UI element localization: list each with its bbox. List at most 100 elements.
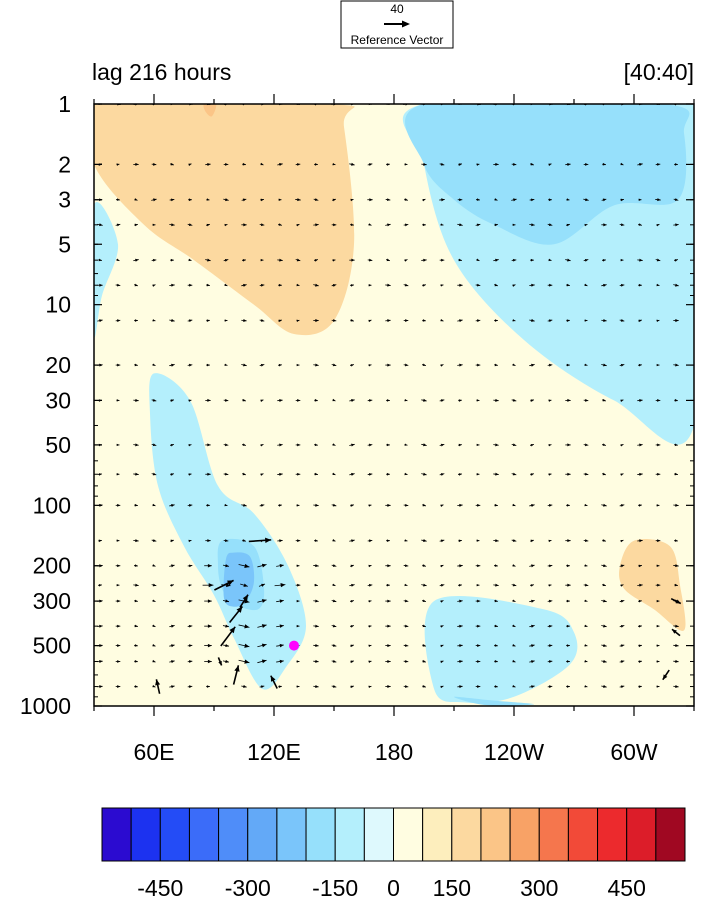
wind-vector <box>583 162 589 166</box>
wind-vector <box>638 363 642 367</box>
wind-vector <box>601 472 607 476</box>
wind-vector <box>511 443 517 447</box>
wind-vector <box>223 258 229 262</box>
wind-vector <box>313 259 319 262</box>
wind-vector <box>187 599 193 603</box>
wind-vector <box>403 319 409 322</box>
wind-vector <box>187 564 193 568</box>
wind-vector <box>368 223 372 226</box>
wind-vector <box>187 223 193 226</box>
y-axis: 1 2 3 5 10 20 30 50 100 200 300 500 1000 <box>20 91 694 719</box>
wind-vector <box>241 472 247 476</box>
wind-vector <box>206 685 210 688</box>
wind-vector <box>421 583 427 587</box>
wind-vector <box>403 564 409 568</box>
wind-vector <box>134 198 138 201</box>
wind-vector <box>295 443 301 447</box>
wind-vector <box>115 599 121 603</box>
wind-vector <box>386 472 390 476</box>
wind-vector <box>529 503 535 507</box>
chart-title-left: lag 216 hours <box>92 59 231 85</box>
wind-vector <box>673 624 679 628</box>
wind-vector <box>98 584 102 587</box>
wind-vector <box>367 583 373 587</box>
wind-vector <box>214 579 234 591</box>
wind-vector <box>241 363 247 367</box>
wind-vector <box>601 318 607 322</box>
wind-vector <box>619 223 625 227</box>
wind-vector <box>241 283 247 287</box>
wind-vector <box>673 259 679 262</box>
wind-vector <box>115 503 121 507</box>
wind-vector <box>674 472 678 476</box>
wind-vector <box>637 163 643 167</box>
wind-vector <box>584 319 588 322</box>
wind-vector <box>440 660 444 664</box>
wind-vector <box>601 684 607 688</box>
wind-vector <box>620 198 624 202</box>
wind-vector <box>155 679 161 694</box>
wind-vector <box>274 582 286 588</box>
wind-vector <box>440 223 444 226</box>
wind-vector <box>223 162 229 166</box>
wind-vector <box>566 363 570 367</box>
wind-vector <box>601 643 607 647</box>
wind-vector <box>259 318 265 322</box>
wind-vector <box>259 685 265 689</box>
wind-vector <box>187 363 193 367</box>
wind-vector <box>276 564 284 568</box>
wind-vector <box>404 583 408 587</box>
wind-vector <box>224 283 228 287</box>
wind-vector <box>133 583 139 587</box>
wind-vector <box>350 284 354 287</box>
wind-vector <box>97 223 103 227</box>
y-tick-label: 2 <box>58 151 71 177</box>
wind-vector <box>296 504 300 507</box>
wind-vector <box>421 443 427 447</box>
wind-vector <box>439 399 445 403</box>
wind-vector <box>493 443 499 447</box>
wind-vector <box>548 163 552 167</box>
wind-vector <box>295 163 301 166</box>
wind-vector <box>331 659 337 663</box>
wind-vector <box>457 503 463 507</box>
wind-vector <box>512 643 516 647</box>
wind-vector <box>97 319 103 323</box>
wind-vector <box>494 564 498 567</box>
wind-vector <box>133 283 139 287</box>
wind-vector <box>566 599 570 603</box>
wind-vector <box>494 198 498 201</box>
wind-vector <box>673 644 679 648</box>
wind-vector <box>440 625 444 628</box>
wind-vector <box>440 364 444 367</box>
wind-vector <box>385 223 391 227</box>
wind-vector <box>457 660 463 664</box>
wind-vector <box>295 198 301 202</box>
wind-vector <box>529 599 535 603</box>
wind-vector <box>169 318 175 322</box>
wind-vector <box>248 537 272 543</box>
wind-vector <box>584 363 588 367</box>
wind-vector <box>204 659 212 664</box>
wind-vector <box>475 685 481 688</box>
wind-vector <box>602 258 606 262</box>
wind-vector <box>656 223 660 227</box>
wind-vector <box>638 564 642 568</box>
colorbar-swatch <box>130 807 161 862</box>
wind-vector <box>152 599 156 603</box>
wind-vector <box>116 399 120 402</box>
colorbar-swatch <box>422 807 453 862</box>
wind-vector <box>331 223 337 227</box>
wind-vector <box>529 283 535 287</box>
wind-vector <box>276 624 284 628</box>
wind-vector <box>385 624 391 628</box>
wind-vector <box>259 223 265 227</box>
wind-vector <box>169 198 175 202</box>
location-marker <box>289 640 299 651</box>
wind-vector <box>296 685 300 688</box>
wind-vector <box>349 644 355 648</box>
colorbar-swatch <box>218 807 249 862</box>
wind-vector <box>169 473 175 476</box>
colorbar-swatch <box>247 807 278 862</box>
wind-vector <box>278 504 282 507</box>
